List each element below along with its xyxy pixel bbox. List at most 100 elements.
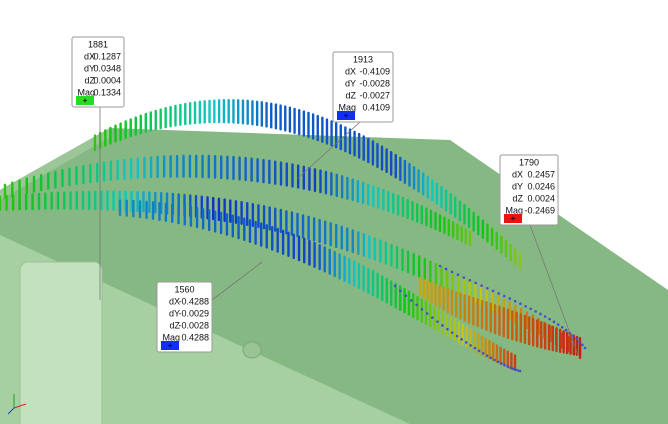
row-label: Mag (77, 87, 95, 97)
nominal-point (468, 278, 472, 282)
nominal-point (518, 369, 522, 373)
nominal-point (493, 358, 496, 362)
callout-box (71, 36, 125, 108)
nominal-point (560, 325, 564, 329)
nominal-point (552, 320, 556, 324)
axis-x (13, 403, 27, 409)
row-label: Mag (505, 205, 523, 215)
nominal-point (438, 264, 442, 268)
callout: 1790 dX 0.2457 dY 0.0246 dZ 0.0024 Mag -0.2469 (499, 154, 559, 226)
axis-triad (7, 394, 27, 415)
callout-id: 1560 (174, 284, 194, 294)
row-value: 0.0024 (527, 193, 555, 203)
nominal-point (571, 334, 575, 338)
nominal-point (415, 303, 418, 307)
row-label: dY (512, 181, 523, 191)
row-value: -0.4109 (359, 66, 390, 76)
nominal-point (431, 316, 434, 319)
nominal-point (583, 346, 587, 350)
nominal-point (486, 286, 489, 290)
nominal-point (506, 365, 509, 368)
swatch-cross (511, 216, 515, 221)
swatch-cross (168, 343, 172, 348)
nominal-point (420, 308, 424, 311)
nominal-point (441, 324, 444, 327)
nominal-point (578, 340, 581, 344)
nominal-point (575, 337, 578, 341)
nominal-point (516, 369, 520, 372)
nominal-point (548, 317, 551, 321)
nominal-point (500, 362, 503, 365)
row-label: dZ (169, 320, 180, 330)
callout-id: 1881 (88, 39, 108, 49)
row-label: dX (512, 169, 523, 179)
nominal-point (511, 367, 515, 371)
nominal-point (455, 334, 459, 338)
leader-lines (99, 107, 579, 356)
nominal-point (399, 289, 402, 293)
leader-line (211, 261, 263, 301)
nominal-point (581, 343, 584, 347)
callout-box (332, 51, 394, 123)
row-value: 0.2457 (527, 169, 555, 179)
nominal-point (450, 331, 454, 334)
nominal-point (460, 338, 463, 341)
nominal-point (393, 284, 397, 288)
row-label: dY (345, 78, 356, 88)
row-label: dZ (512, 193, 523, 203)
nominal-point (491, 289, 495, 293)
nominal-point (514, 368, 517, 371)
row-label: Mag (338, 102, 356, 112)
nominal-point (534, 310, 537, 313)
part-hole (242, 341, 262, 359)
row-value: -0.0029 (178, 308, 209, 318)
row-value: 0.4109 (362, 102, 390, 112)
row-label: dY (84, 63, 95, 73)
nominal-point (450, 270, 454, 274)
callouts: 1881dX-0.1287dY0.0348dZ0.0004Mag0.133419… (71, 36, 559, 353)
row-value: -0.4288 (178, 296, 209, 306)
nominal-point (464, 341, 468, 344)
row-value: 0.0246 (527, 181, 555, 191)
nominal-point (513, 299, 517, 303)
nominal-point (477, 349, 481, 353)
callout-box (499, 154, 559, 226)
nominal-point (529, 307, 532, 311)
nominal-point (462, 276, 466, 279)
nominal-point (481, 352, 485, 355)
row-label: dZ (345, 90, 356, 100)
row-value: -0.0028 (359, 78, 390, 88)
nominal-point (473, 346, 477, 350)
row-value: 0.4288 (181, 332, 209, 342)
nominal-point (436, 320, 439, 323)
nominal-point (497, 292, 501, 295)
row-label: dX (84, 51, 95, 61)
nominal-point (489, 356, 493, 360)
nominal-point (539, 312, 542, 316)
row-value: 0.0004 (93, 75, 121, 85)
row-label: dX (169, 296, 180, 306)
callout-id: 1790 (519, 157, 539, 167)
row-value: 0.0348 (93, 63, 121, 73)
nominal-point (444, 267, 448, 271)
nominal-point (556, 323, 560, 326)
nominal-point (564, 328, 568, 332)
row-label: dZ (84, 75, 95, 85)
nominal-point (404, 294, 408, 298)
nominal-point (543, 315, 547, 318)
nominal-point (456, 273, 460, 277)
row-label: dY (169, 308, 180, 318)
callout-box (156, 281, 213, 353)
nominal-point (496, 360, 500, 364)
nominal-point (425, 312, 429, 315)
callout-id: 1913 (353, 54, 373, 64)
callout: 1560 dX-0.4288 dY-0.0029 dZ-0.0028 Mag 0.4288 (156, 281, 213, 353)
nominal-point (503, 363, 506, 367)
nominal-point (524, 304, 527, 308)
row-value: 0.1334 (93, 87, 121, 97)
nominal-point (502, 294, 506, 298)
row-value: -0.1287 (90, 51, 121, 61)
nominal-point (509, 366, 512, 369)
